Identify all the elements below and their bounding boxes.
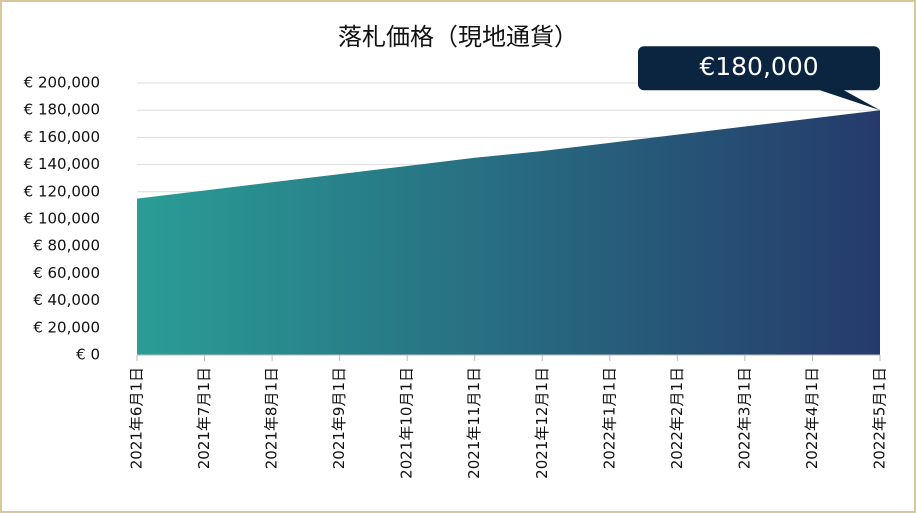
callout-box [638,46,880,111]
x-tick-label: 2021年12月1日 [533,367,551,479]
callout: €180,000 [638,46,880,111]
y-tick-label: € 120,000 [24,182,100,200]
y-tick-label: € 20,000 [33,318,100,336]
y-tick-label: € 80,000 [33,237,100,255]
x-tick-label: 2022年1月1日 [600,367,618,469]
y-tick-label: € 0 [76,346,100,364]
x-tick-label: 2022年2月1日 [668,367,686,469]
y-tick-label: € 160,000 [24,128,100,146]
y-tick-label: € 40,000 [33,291,100,309]
value-label: €180,000 [699,52,818,81]
y-tick-label: € 180,000 [24,101,100,119]
x-tick-label: 2021年11月1日 [465,367,483,479]
chart-title: 落札価格（現地通貨） [338,23,578,51]
y-tick-label: € 140,000 [24,155,100,173]
x-tick-label: 2022年3月1日 [735,367,753,469]
x-tick-label: 2021年8月1日 [263,367,281,469]
x-tick-label: 2021年7月1日 [195,367,213,469]
x-tick-label: 2022年5月1日 [871,367,889,469]
y-tick-label: € 60,000 [33,264,100,282]
y-tick-label: € 100,000 [24,210,100,228]
y-tick-label: € 200,000 [24,74,100,92]
x-tick-label: 2022年4月1日 [803,367,821,469]
area [137,110,880,355]
x-tick-label: 2021年10月1日 [398,367,416,479]
x-tick-label: 2021年9月1日 [330,367,348,469]
x-tick-label: 2021年6月1日 [128,367,146,469]
